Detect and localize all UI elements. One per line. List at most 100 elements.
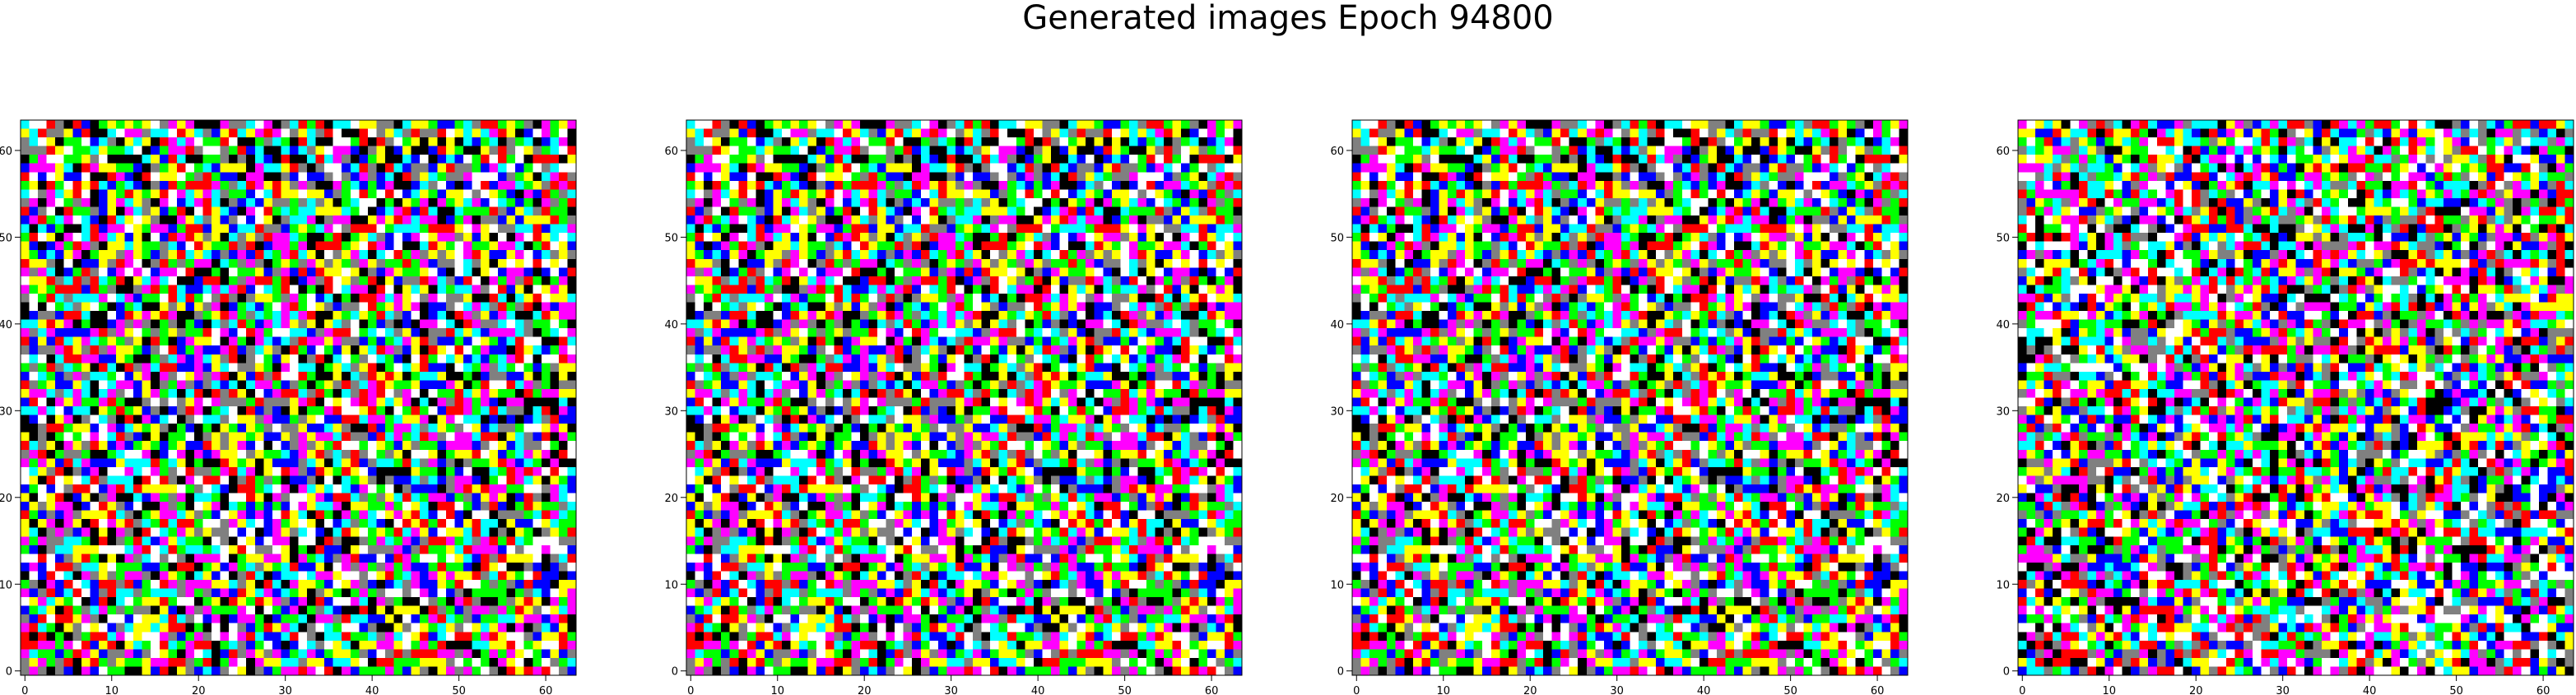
pixel	[342, 597, 351, 607]
pixel	[384, 510, 394, 520]
pixel	[281, 233, 291, 243]
pixel	[98, 276, 108, 285]
pixel	[437, 197, 447, 207]
pixel	[307, 649, 316, 659]
pixel	[246, 510, 256, 520]
pixel	[376, 441, 386, 451]
pixel	[193, 579, 203, 589]
pixel	[506, 233, 516, 243]
pixel	[437, 502, 447, 512]
pixel	[886, 233, 895, 243]
pixel	[81, 597, 91, 607]
pixel	[359, 215, 369, 225]
pixel	[107, 163, 117, 173]
pixel	[342, 666, 351, 676]
pixel	[1033, 172, 1043, 182]
pixel	[212, 155, 221, 164]
pixel	[437, 285, 447, 294]
pixel	[746, 233, 756, 243]
pixel	[350, 354, 360, 364]
pixel	[428, 336, 438, 346]
pixel	[393, 250, 403, 260]
pixel	[46, 562, 56, 572]
pixel	[541, 597, 551, 607]
pixel	[307, 536, 316, 546]
pixel	[868, 206, 878, 216]
pixel	[159, 657, 169, 667]
pixel	[133, 666, 143, 676]
pixel	[428, 406, 438, 415]
pixel	[237, 519, 247, 529]
pixel	[463, 424, 472, 433]
pixel	[1120, 163, 1130, 173]
pixel	[63, 146, 73, 155]
pixel	[46, 588, 56, 598]
pixel	[480, 554, 490, 563]
pixel	[38, 449, 48, 459]
pixel	[1164, 180, 1174, 190]
pixel	[1103, 172, 1113, 182]
pixel	[463, 493, 472, 503]
pixel	[315, 241, 325, 251]
pixel	[376, 536, 386, 546]
pixel	[472, 137, 481, 147]
pixel	[142, 640, 151, 650]
pixel	[1016, 180, 1025, 190]
pixel	[142, 197, 151, 207]
pixel	[480, 215, 490, 225]
pixel	[376, 180, 386, 190]
pixel	[38, 363, 48, 373]
pixel	[367, 233, 377, 243]
pixel	[859, 155, 869, 164]
pixel	[472, 554, 481, 563]
pixel	[350, 415, 360, 424]
pixel	[903, 215, 913, 225]
pixel	[523, 441, 533, 451]
pixel	[315, 502, 325, 512]
pixel	[237, 623, 247, 632]
pixel	[912, 224, 922, 234]
pixel	[764, 215, 774, 225]
pixel	[506, 267, 516, 277]
pixel	[38, 293, 48, 303]
pixel	[523, 345, 533, 355]
pixel	[489, 562, 499, 572]
pixel	[254, 371, 264, 381]
pixel	[185, 623, 195, 632]
pixel	[1207, 189, 1216, 199]
pixel	[63, 432, 73, 442]
pixel	[558, 180, 568, 190]
pixel	[367, 345, 377, 355]
pixel	[124, 319, 134, 329]
pixel	[289, 311, 299, 320]
pixel	[1050, 163, 1060, 173]
pixel	[315, 197, 325, 207]
pixel	[946, 146, 956, 155]
pixel	[756, 206, 765, 216]
pixel	[955, 224, 965, 234]
pixel	[81, 527, 91, 537]
pixel	[90, 120, 100, 129]
pixel	[55, 554, 65, 563]
pixel	[81, 571, 91, 581]
pixel	[480, 302, 490, 312]
pixel	[324, 241, 334, 251]
pixel	[411, 441, 421, 451]
pixel	[124, 241, 134, 251]
pixel	[445, 172, 455, 182]
pixel	[72, 406, 82, 415]
pixel	[72, 554, 82, 563]
pixel	[307, 449, 316, 459]
pixel	[212, 128, 221, 138]
pixel	[116, 371, 125, 381]
pixel	[272, 605, 281, 615]
pixel	[324, 293, 334, 303]
pixel	[124, 519, 134, 529]
pixel	[729, 128, 739, 138]
pixel	[272, 519, 281, 529]
y-tick-label: 60	[0, 146, 12, 158]
pixel	[445, 180, 455, 190]
pixel	[168, 285, 178, 294]
pixel	[550, 597, 560, 607]
pixel	[712, 215, 722, 225]
